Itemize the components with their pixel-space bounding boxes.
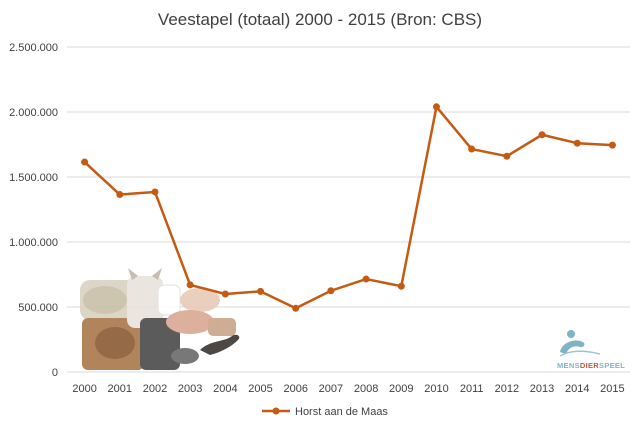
x-tick-label: 2005 — [248, 383, 272, 395]
data-point — [327, 287, 335, 295]
data-point — [538, 131, 546, 139]
legend-marker — [272, 407, 280, 415]
y-tick-label: 2.000.000 — [9, 107, 58, 119]
x-tick-label: 2010 — [424, 383, 448, 395]
series-line — [83, 105, 613, 310]
y-axis-labels: 0 500.000 1.000.000 1.500.000 2.000.000 2.500… — [9, 42, 58, 379]
x-tick-label: 2003 — [178, 383, 202, 395]
data-point — [362, 275, 370, 283]
x-tick-label: 2006 — [283, 383, 307, 395]
data-point — [432, 103, 440, 111]
x-tick-label: 2014 — [565, 383, 589, 395]
data-point — [573, 139, 581, 147]
legend: Horst aan de Maas — [262, 406, 388, 418]
x-tick-label: 2013 — [530, 383, 554, 395]
chart-title: Veestapel (totaal) 2000 - 2015 (Bron: CB… — [157, 10, 483, 29]
data-point — [503, 152, 511, 160]
x-tick-label: 2009 — [389, 383, 413, 395]
series-points — [81, 103, 616, 312]
x-tick-label: 2000 — [72, 383, 96, 395]
y-tick-label: 0 — [52, 367, 58, 379]
data-point — [186, 281, 194, 289]
logo-text-mens: MENS — [557, 361, 580, 370]
logo-text-dier: DIER — [580, 361, 599, 370]
x-tick-label: 2008 — [354, 383, 378, 395]
x-tick-label: 2011 — [460, 383, 484, 395]
x-tick-label: 2007 — [319, 383, 343, 395]
x-tick-label: 2012 — [495, 383, 519, 395]
series-line-horst-aan-de-maas — [83, 105, 613, 310]
data-point — [468, 145, 476, 153]
livestock-collage-image — [80, 268, 240, 370]
svg-text:MENSDIERSPEEL: MENSDIERSPEEL — [557, 361, 625, 370]
data-point — [608, 141, 616, 149]
x-axis-labels: 2000 2001 2002 2003 2004 2005 2006 2007 2008 2009… — [72, 383, 624, 395]
x-tick-label: 2001 — [108, 383, 132, 395]
y-tick-label: 1.500.000 — [9, 172, 58, 184]
x-tick-label: 2002 — [143, 383, 167, 395]
data-point — [292, 304, 300, 312]
data-point — [257, 287, 265, 295]
x-tick-label: 2004 — [213, 383, 237, 395]
logo-text-peel: PEEL — [604, 361, 625, 370]
data-point — [116, 191, 124, 199]
data-point — [151, 188, 159, 196]
data-point — [397, 282, 405, 290]
legend-label: Horst aan de Maas — [295, 406, 388, 418]
x-tick-label: 2015 — [600, 383, 624, 395]
data-point — [81, 158, 89, 166]
mensdierspeel-logo: MENSDIERSPEEL — [557, 330, 625, 370]
data-point — [221, 290, 229, 298]
logo-figure-head — [567, 330, 575, 338]
logo-figure-body — [560, 340, 585, 354]
y-tick-label: 2.500.000 — [9, 42, 58, 54]
logo-text-s: S — [599, 361, 604, 370]
y-tick-label: 500.000 — [18, 302, 58, 314]
y-tick-label: 1.000.000 — [9, 237, 58, 249]
